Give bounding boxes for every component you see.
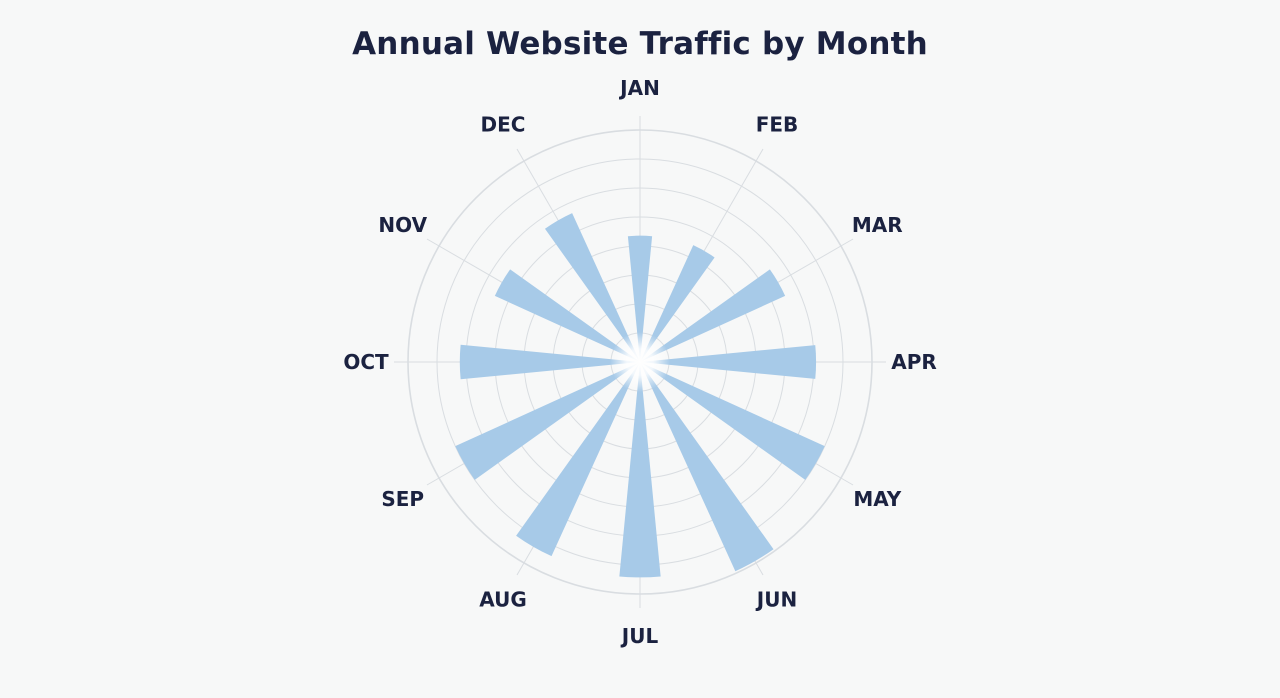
month-label-oct: OCT [343,350,389,374]
month-label-mar: MAR [852,213,903,237]
month-label-apr: APR [891,350,937,374]
month-label-jan: JAN [618,76,660,100]
center-glow [610,332,670,392]
month-label-nov: NOV [378,213,427,237]
month-label-aug: AUG [479,587,527,611]
bar-series [455,213,825,578]
month-label-sep: SEP [381,487,424,511]
center-highlight [610,332,670,392]
bar-nov [494,269,640,362]
bar-oct [459,344,640,380]
bar-sep [455,362,640,480]
bar-jan [627,235,653,362]
month-label-jul: JUL [620,624,659,648]
bar-apr [640,345,817,379]
chart-title: Annual Website Traffic by Month [352,26,928,62]
month-label-dec: DEC [481,113,526,137]
bar-mar [640,269,786,362]
bar-feb [640,245,715,362]
bar-jul [619,362,661,578]
bar-aug [516,362,640,557]
bar-jun [640,362,774,572]
month-label-may: MAY [853,487,901,511]
month-labels: JAN FEB MAR APR MAY JUN JUL AUG SEP OCT NOV DEC [343,76,936,648]
bar-may [640,362,825,480]
month-label-feb: FEB [756,113,799,137]
month-label-jun: JUN [755,587,797,611]
bar-dec [544,213,640,362]
